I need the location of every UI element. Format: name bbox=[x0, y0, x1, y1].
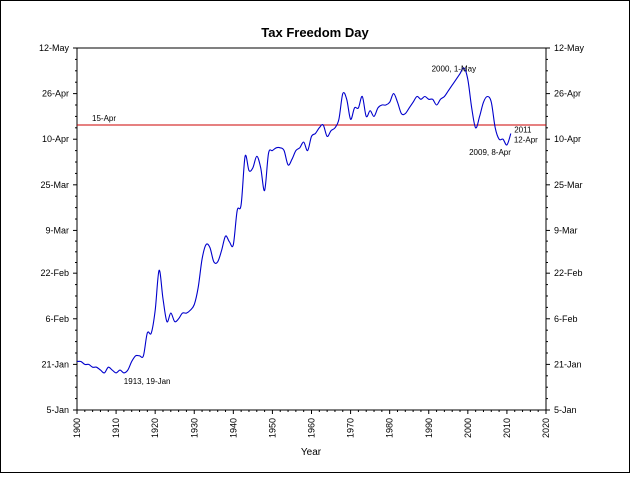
x-tick-label-1980: 1980 bbox=[385, 418, 395, 438]
series-line-tax-freedom-day bbox=[76, 67, 512, 374]
annotation-15-apr: 15-Apr bbox=[92, 114, 116, 123]
x-tick-label-1960: 1960 bbox=[307, 418, 317, 438]
y-tick-label-left-4: 9-Mar bbox=[45, 225, 69, 235]
y-tick-label-right-0: 5-Jan bbox=[554, 405, 577, 415]
x-tick-label-1970: 1970 bbox=[346, 418, 356, 438]
y-tick-label-right-4: 9-Mar bbox=[554, 225, 578, 235]
annotation-12-apr: 12-Apr bbox=[514, 136, 538, 145]
axis-ticks bbox=[73, 47, 550, 414]
y-tick-label-right-5: 25-Mar bbox=[554, 180, 583, 190]
x-tick-label-1900: 1900 bbox=[72, 418, 82, 438]
x-tick-label-1920: 1920 bbox=[150, 418, 160, 438]
x-tick-label-1940: 1940 bbox=[228, 418, 238, 438]
x-tick-label-1910: 1910 bbox=[111, 418, 121, 438]
x-axis-label: Year bbox=[301, 447, 322, 458]
tick-labels: 5-Jan 5-Jan 21-Jan 21-Jan 6-Feb 6-Feb 22-Feb 22… bbox=[39, 43, 585, 438]
y-tick-label-left-5: 25-Mar bbox=[40, 180, 69, 190]
y-tick-label-left-6: 10-Apr bbox=[42, 134, 69, 144]
y-tick-label-left-1: 21-Jan bbox=[41, 359, 69, 369]
annotation-1913-19-jan: 1913, 19-Jan bbox=[124, 377, 171, 386]
x-tick-label-2010: 2010 bbox=[502, 418, 512, 438]
x-tick-label-1990: 1990 bbox=[424, 418, 434, 438]
annotation-2009-8-apr: 2009, 8-Apr bbox=[469, 148, 511, 157]
y-tick-label-left-2: 6-Feb bbox=[45, 314, 69, 324]
annotation-2000-1-may: 2000, 1-May bbox=[432, 64, 476, 73]
y-tick-label-right-1: 21-Jan bbox=[554, 359, 582, 369]
x-tick-label-1950: 1950 bbox=[267, 418, 277, 438]
x-tick-label-1930: 1930 bbox=[189, 418, 199, 438]
y-tick-label-left-3: 22-Feb bbox=[40, 268, 69, 278]
x-tick-label-2000: 2000 bbox=[463, 418, 473, 438]
annotation-2011: 2011 bbox=[514, 126, 532, 135]
y-tick-label-right-2: 6-Feb bbox=[554, 314, 578, 324]
plot-area bbox=[76, 47, 547, 411]
y-tick-label-left-7: 26-Apr bbox=[42, 89, 69, 99]
chart-title: Tax Freedom Day bbox=[261, 25, 369, 40]
y-tick-label-right-6: 10-Apr bbox=[554, 134, 581, 144]
y-tick-label-right-7: 26-Apr bbox=[554, 89, 581, 99]
annotations: 1913, 19-Jan 2000, 1-May 2009, 8-Apr 201112… bbox=[92, 64, 538, 386]
y-tick-label-right-8: 12-May bbox=[554, 43, 585, 53]
y-tick-label-left-8: 12-May bbox=[39, 43, 70, 53]
x-tick-label-2020: 2020 bbox=[541, 418, 551, 438]
y-tick-label-right-3: 22-Feb bbox=[554, 268, 583, 278]
y-tick-label-left-0: 5-Jan bbox=[46, 405, 69, 415]
